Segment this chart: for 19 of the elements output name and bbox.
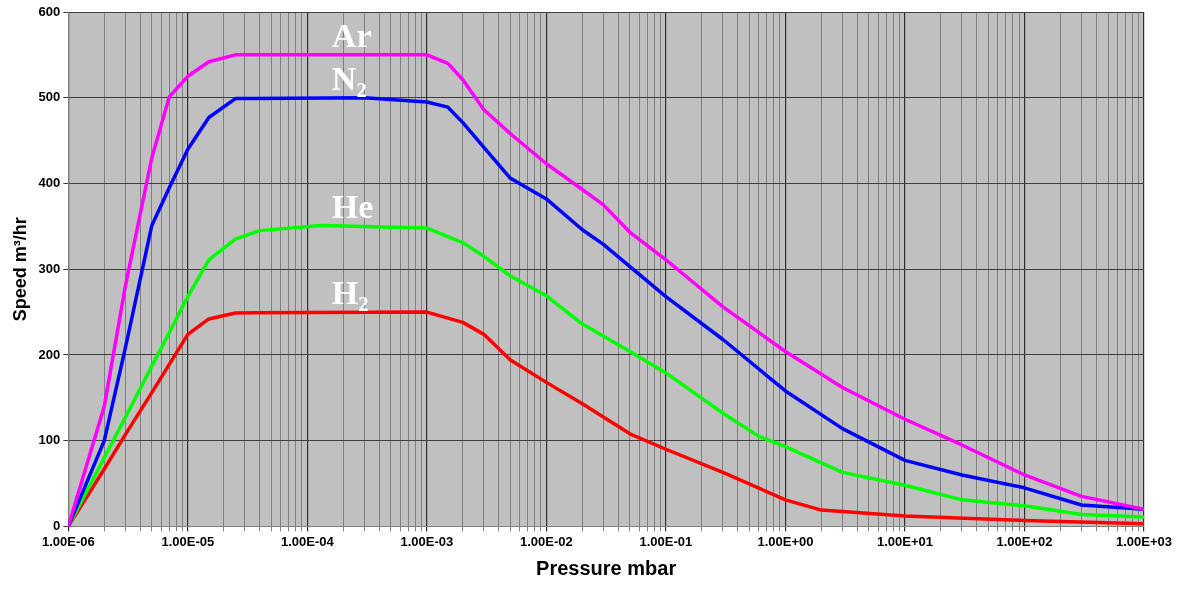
x-tick-label: 1.00E-03: [400, 533, 454, 549]
x-tick-label: 1.00E+03: [1115, 533, 1173, 549]
x-axis-title: Pressure mbar: [536, 556, 677, 579]
x-tick-label: 1.00E+02: [996, 533, 1053, 549]
x-tick-label: 1.00E-05: [161, 533, 215, 549]
y-tick-label: 300: [38, 260, 61, 276]
x-tick-label: 1.00E-06: [41, 533, 95, 549]
y-tick-label: 500: [38, 89, 61, 105]
x-tick-label: 1.00E-04: [280, 533, 335, 549]
x-tick-label: 1.00E-02: [520, 533, 573, 549]
x-tick-label: 1.00E-01: [639, 533, 693, 549]
y-tick-label: 200: [38, 346, 61, 362]
x-tick-label: 1.00E+01: [876, 533, 933, 549]
y-axis-title: Speed m³/hr: [9, 217, 30, 322]
y-tick-label: 400: [38, 175, 61, 191]
y-tick-label: 100: [38, 432, 61, 448]
x-tick-label: 1.00E+00: [757, 533, 814, 549]
y-tick-label: 0: [53, 517, 61, 533]
y-tick-label: 600: [38, 3, 61, 19]
